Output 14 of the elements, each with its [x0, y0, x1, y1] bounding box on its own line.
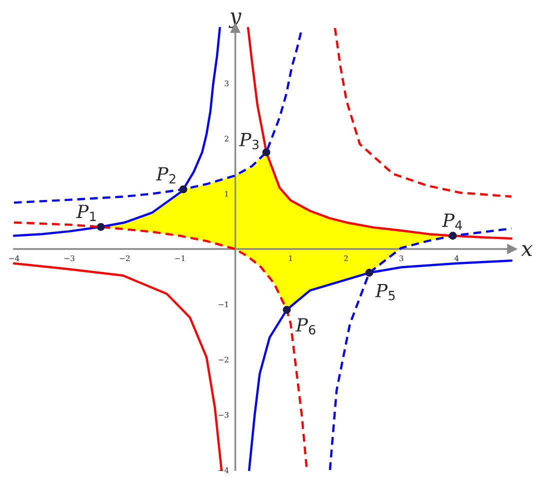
point	[365, 268, 374, 277]
annotation: P$_{2}$	[156, 167, 176, 184]
point	[448, 232, 457, 240]
annotation: P$_{4}$	[442, 214, 462, 230]
point	[96, 222, 105, 231]
x-axis-title: x	[521, 245, 533, 256]
annotation: P$_{3}$	[238, 133, 259, 150]
annotation: P$_{5}$	[375, 284, 395, 300]
point	[262, 148, 270, 156]
line-series	[334, 26, 513, 198]
annotation: P$_{1}$	[76, 204, 96, 221]
annotation: P$_{6}$	[295, 318, 316, 335]
point	[282, 306, 291, 314]
point	[179, 185, 188, 194]
